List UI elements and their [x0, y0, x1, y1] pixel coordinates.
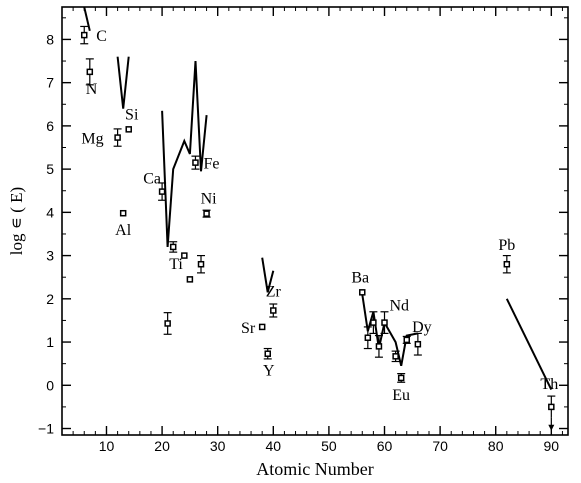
data-point: [203, 210, 210, 217]
x-tick-label: 30: [210, 438, 226, 454]
data-point: [192, 159, 199, 166]
y-tick-label: 5: [46, 161, 54, 177]
x-tick-label: 20: [154, 438, 170, 454]
y-tick-label: 3: [46, 248, 54, 264]
model-curve: [83, 6, 91, 32]
data-points: [80, 25, 556, 431]
data-point: [164, 320, 171, 327]
element-label: Pb: [498, 237, 515, 254]
element-label: Y: [263, 363, 275, 380]
x-tick-label: 10: [99, 438, 115, 454]
element-label: Nd: [390, 298, 410, 315]
data-point: [414, 340, 422, 348]
data-point: [258, 323, 266, 331]
x-tick-label: 80: [488, 438, 504, 454]
y-tick-label: 1: [46, 334, 54, 350]
model-curve: [116, 56, 130, 109]
data-point: [375, 343, 383, 350]
y-tick-label: −1: [38, 421, 54, 437]
data-point: [392, 353, 399, 360]
element-label: Zr: [266, 283, 282, 300]
model-curves: [83, 6, 553, 391]
data-point: [503, 260, 511, 268]
data-point: [158, 188, 166, 195]
x-tick-label: 90: [544, 438, 560, 454]
element-label: Fe: [203, 156, 219, 173]
x-axis-label: Atomic Number: [256, 459, 373, 479]
plot-border: [61, 6, 569, 436]
element-label: Sr: [241, 320, 256, 337]
y-tick-label: 2: [46, 291, 54, 307]
element-label: Ba: [351, 269, 369, 286]
y-tick-label: 8: [46, 31, 54, 47]
data-point: [359, 289, 366, 296]
element-label: C: [96, 28, 107, 45]
data-point: [197, 260, 205, 268]
element-label: Th: [540, 376, 558, 393]
data-point: [364, 334, 372, 341]
data-point: [397, 374, 405, 382]
data-point: [381, 319, 388, 326]
element-label: Ni: [201, 191, 218, 208]
x-tick-label: 60: [377, 438, 393, 454]
x-tick-label: 50: [321, 438, 337, 454]
element-label: Ca: [143, 171, 161, 188]
data-point: [80, 31, 88, 39]
plot-frame: [61, 6, 569, 436]
element-label: Al: [115, 222, 132, 239]
data-point: [86, 68, 94, 76]
element-label: Mg: [81, 131, 103, 148]
element-label: Eu: [392, 387, 410, 404]
model-curve: [505, 298, 553, 391]
data-point: [114, 134, 121, 141]
data-point: [370, 319, 377, 326]
x-tick-label: 70: [432, 438, 448, 454]
data-point: [169, 243, 177, 251]
data-point: [119, 209, 127, 217]
model-curve: [261, 257, 275, 293]
element-label: Dy: [412, 319, 432, 336]
data-point: [403, 336, 410, 344]
data-point: [270, 307, 277, 314]
x-tick-label: 40: [266, 438, 282, 454]
data-point: [125, 126, 132, 133]
data-point: [181, 252, 188, 259]
element-label: N: [86, 81, 98, 98]
model-curve: [161, 60, 208, 247]
element-label: Ti: [169, 256, 183, 273]
y-tick-label: 6: [46, 118, 54, 134]
element-label: Si: [125, 106, 139, 123]
data-point: [264, 350, 271, 357]
data-point: [548, 403, 555, 411]
axes: 10 20 30 40 50 60 70 80 90 −1 0 1 2 3 4 5 6 7 8: [38, 7, 568, 454]
y-tick-label: 4: [46, 204, 54, 220]
point-labels: C N Mg Al Si Ca Ti Fe Ni Sr Y Zr Ba Nd Eu Dy Pb Th: [81, 28, 558, 404]
data-point: [186, 276, 194, 283]
y-tick-label: 0: [46, 377, 54, 393]
y-axis-label: log ∊ ( E): [7, 187, 26, 255]
y-tick-label: 7: [46, 75, 54, 91]
